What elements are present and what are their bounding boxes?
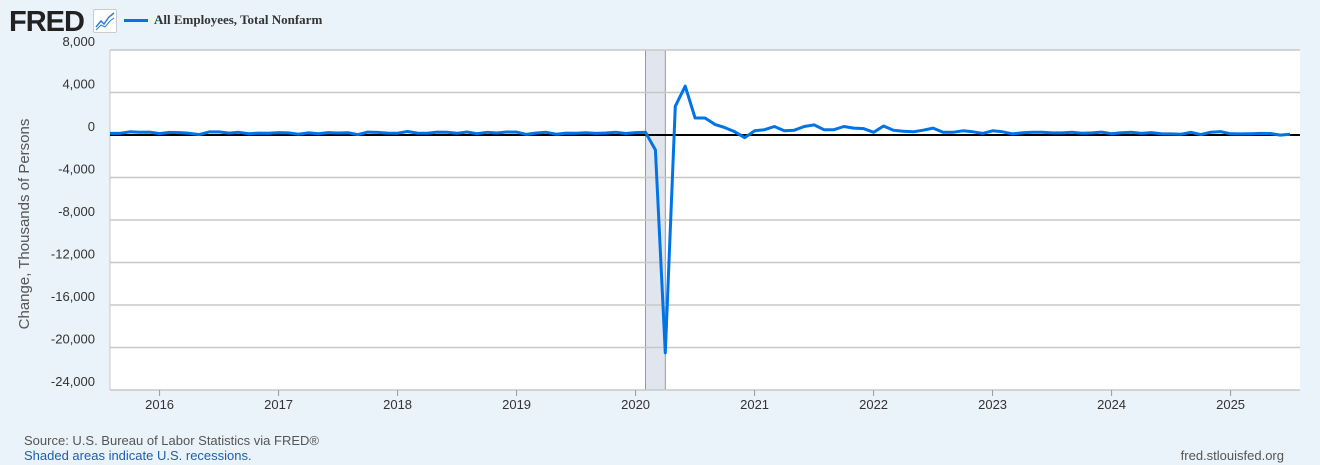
x-tick-label: 2016 — [145, 397, 174, 412]
series-line — [110, 84, 1291, 355]
x-tick-label: 2023 — [978, 397, 1007, 412]
line-chart-icon — [93, 9, 117, 33]
y-tick-label: 4,000 — [62, 77, 95, 92]
x-tick-label: 2017 — [264, 397, 293, 412]
y-tick-label: -24,000 — [51, 374, 95, 389]
legend-label: All Employees, Total Nonfarm — [154, 12, 323, 27]
x-tick-label: 2024 — [1097, 397, 1126, 412]
chart: 8,000 4,000 0 -4,000 -8,000 -12,000 -16,000 -20… — [16, 34, 1300, 412]
y-tick-label: -20,000 — [51, 332, 95, 347]
x-tick-label: 2021 — [740, 397, 769, 412]
y-tick-label: -8,000 — [58, 204, 95, 219]
y-tick-label: 8,000 — [62, 34, 95, 49]
x-tick-label: 2020 — [621, 397, 650, 412]
y-tick-label: 0 — [88, 119, 95, 134]
x-tick-label: 2025 — [1216, 397, 1245, 412]
legend: All Employees, Total Nonfarm — [124, 12, 322, 28]
fred-url[interactable]: fred.stlouisfed.org — [1180, 448, 1284, 463]
x-tick-label: 2019 — [502, 397, 531, 412]
y-tick-label: -16,000 — [51, 289, 95, 304]
fred-logo: FRED — [9, 6, 85, 38]
y-tick-label: -4,000 — [58, 162, 95, 177]
y-axis-label: Change, Thousands of Persons — [16, 119, 33, 330]
legend-swatch — [124, 18, 148, 22]
y-tick-label: -12,000 — [51, 247, 95, 262]
x-tick-label: 2022 — [859, 397, 888, 412]
x-tick-label: 2018 — [383, 397, 412, 412]
source-note: Source: U.S. Bureau of Labor Statistics … — [24, 433, 319, 448]
recession-note-link[interactable]: Shaded areas indicate U.S. recessions. — [24, 448, 252, 463]
